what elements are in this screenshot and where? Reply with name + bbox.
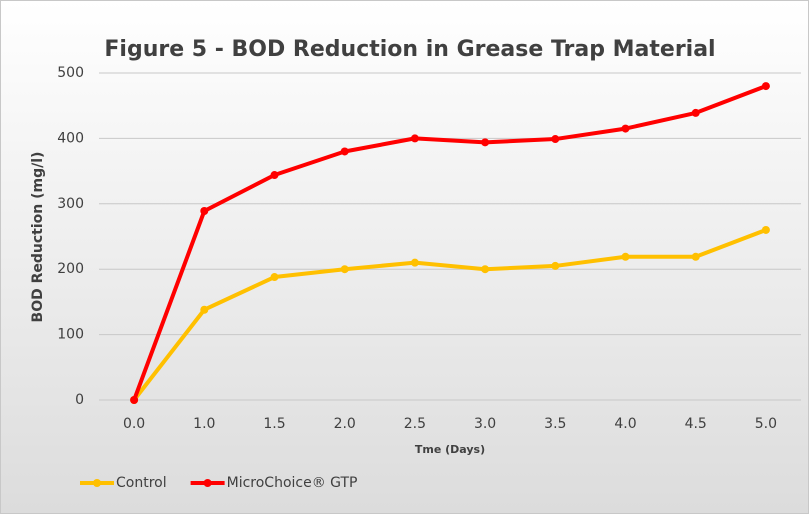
data-point (200, 206, 209, 215)
data-point (270, 171, 279, 180)
data-point (481, 138, 490, 147)
series-line (132, 228, 767, 402)
data-point (761, 82, 770, 91)
x-tick-label: 2.0 (334, 416, 356, 432)
data-point (761, 225, 770, 234)
legend-label: Control (116, 475, 167, 491)
x-tick-label: 3.0 (474, 416, 496, 432)
x-tick-label: 1.0 (193, 416, 215, 432)
data-point (200, 305, 209, 314)
data-point (621, 252, 630, 261)
y-tick-label: 500 (57, 65, 84, 81)
x-tick-label: 1.5 (263, 416, 285, 432)
x-tick-label: 4.0 (614, 416, 636, 432)
x-tick-label: 2.5 (404, 416, 426, 432)
data-point (410, 134, 419, 143)
data-point (340, 265, 349, 274)
data-point (270, 273, 279, 282)
x-tick-label: 4.5 (685, 416, 707, 432)
data-point (551, 261, 560, 270)
chart-title: Figure 5 - BOD Reduction in Grease Trap … (104, 37, 715, 62)
x-tick-label: 3.5 (544, 416, 566, 432)
x-tick-label: 0.0 (123, 416, 145, 432)
legend-label: MicroChoice® GTP (227, 475, 358, 491)
y-axis-label: BOD Reduction (mg/l) (30, 152, 46, 323)
data-point (340, 147, 349, 156)
y-tick-label: 100 (57, 327, 84, 343)
data-point (691, 108, 700, 117)
legend-marker (203, 479, 212, 487)
x-axis-label: Tme (Days) (415, 443, 485, 456)
data-point (621, 124, 630, 133)
data-point (551, 135, 560, 144)
legend-marker (93, 479, 101, 487)
series-line (132, 84, 767, 401)
y-tick-label: 300 (57, 196, 84, 212)
y-tick-label: 0 (75, 392, 84, 408)
data-point (481, 265, 490, 274)
data-point (691, 252, 700, 261)
data-point (410, 258, 419, 267)
x-tick-label: 5.0 (755, 416, 777, 432)
data-point (130, 396, 139, 404)
y-tick-label: 400 (57, 130, 84, 146)
y-tick-label: 200 (57, 261, 84, 277)
